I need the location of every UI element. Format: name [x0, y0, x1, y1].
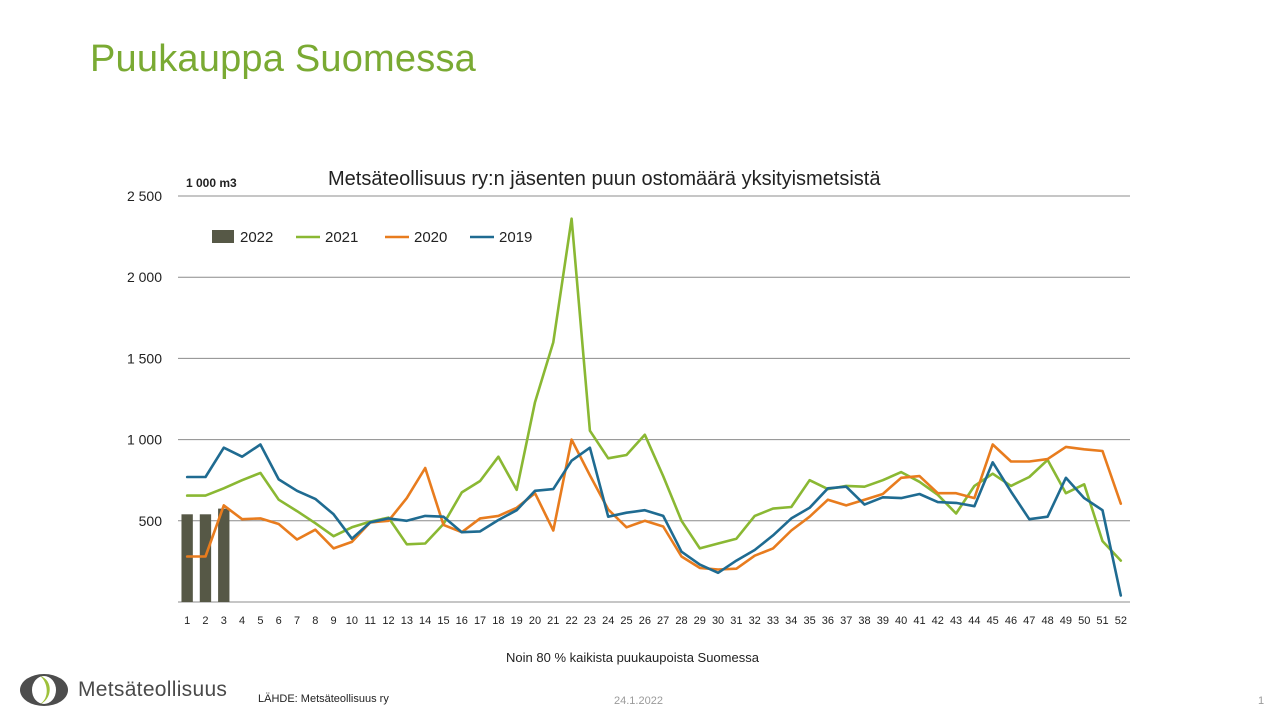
x-tick-label: 36 — [822, 615, 834, 627]
legend-label: 2019 — [499, 229, 532, 246]
legend-label: 2020 — [414, 229, 447, 246]
bar-2022 — [199, 514, 212, 602]
x-tick-label: 34 — [785, 615, 797, 627]
x-tick-label: 31 — [730, 615, 742, 627]
series-line-2020 — [185, 438, 1123, 571]
x-tick-label: 51 — [1096, 615, 1108, 627]
x-tick-label: 43 — [950, 615, 962, 627]
x-tick-label: 18 — [492, 615, 504, 627]
x-tick-label: 48 — [1041, 615, 1053, 627]
x-tick-label: 19 — [511, 615, 523, 627]
chart-title: Metsäteollisuus ry:n jäsenten puun ostom… — [328, 168, 881, 190]
x-tick-label: 20 — [529, 615, 541, 627]
x-tick-label: 39 — [877, 615, 889, 627]
x-tick-label: 46 — [1005, 615, 1017, 627]
legend-label: 2021 — [325, 229, 358, 246]
x-tick-label: 11 — [365, 615, 376, 627]
logo-text: Metsäteollisuus — [78, 678, 228, 701]
x-tick-label: 52 — [1115, 615, 1127, 627]
x-tick-label: 29 — [694, 615, 706, 627]
x-tick-label: 1 — [184, 615, 190, 627]
y-tick-label: 500 — [139, 513, 163, 529]
x-tick-label: 3 — [221, 615, 227, 627]
x-tick-label: 13 — [401, 615, 413, 627]
x-tick-label: 8 — [312, 615, 318, 627]
x-tick-label: 16 — [456, 615, 468, 627]
x-tick-label: 47 — [1023, 615, 1035, 627]
x-tick-label: 6 — [276, 615, 282, 627]
x-tick-label: 50 — [1078, 615, 1090, 627]
x-tick-label: 14 — [419, 615, 431, 627]
x-tick-label: 40 — [895, 615, 907, 627]
y-tick-label: 2 000 — [127, 269, 162, 285]
x-tick-label: 7 — [294, 615, 300, 627]
bar-2022 — [218, 508, 230, 602]
x-tick-label: 44 — [968, 615, 980, 627]
x-tick-label: 4 — [239, 615, 245, 627]
x-tick-label: 35 — [803, 615, 815, 627]
unit-label: 1 000 m3 — [186, 176, 237, 190]
x-tick-label: 33 — [767, 615, 779, 627]
company-logo: Metsäteollisuus — [18, 672, 227, 708]
x-tick-label: 5 — [257, 615, 263, 627]
x-tick-label: 26 — [639, 615, 651, 627]
x-tick-label: 21 — [547, 615, 559, 627]
y-tick-label: 1 000 — [127, 432, 162, 448]
x-tick-label: 32 — [749, 615, 761, 627]
x-tick-label: 37 — [840, 615, 852, 627]
x-tick-label: 22 — [565, 615, 577, 627]
x-tick-label: 23 — [584, 615, 596, 627]
logo-mark-icon — [20, 674, 68, 706]
x-tick-label: 24 — [602, 615, 614, 627]
x-tick-label: 28 — [675, 615, 687, 627]
x-tick-label: 2 — [202, 615, 208, 627]
x-tick-label: 41 — [913, 615, 925, 627]
x-tick-label: 15 — [437, 615, 449, 627]
page-number: 1 — [1258, 695, 1265, 707]
source-note: LÄHDE: Metsäteollisuus ry — [258, 693, 389, 705]
chart-subtitle: Noin 80 % kaikista puukaupoista Suomessa — [506, 650, 759, 665]
legend-label: 2022 — [240, 229, 273, 246]
x-tick-label: 42 — [932, 615, 944, 627]
date: 24.1.2022 — [614, 695, 663, 707]
series-line-2019 — [185, 443, 1123, 597]
x-tick-label: 10 — [346, 615, 358, 627]
x-tick-label: 45 — [987, 615, 999, 627]
series-line-2021 — [185, 217, 1123, 562]
bar-2022 — [181, 514, 193, 602]
x-tick-label: 38 — [858, 615, 870, 627]
y-tick-label: 2 500 — [127, 188, 162, 204]
x-tick-label: 17 — [474, 615, 486, 627]
x-tick-label: 12 — [382, 615, 394, 627]
legend-swatch-2022 — [212, 230, 234, 243]
x-tick-label: 27 — [657, 615, 669, 627]
x-tick-label: 25 — [620, 615, 632, 627]
x-tick-label: 30 — [712, 615, 724, 627]
page-title: Puukauppa Suomessa — [90, 38, 476, 80]
x-tick-label: 49 — [1060, 615, 1072, 627]
x-tick-label: 9 — [331, 615, 337, 627]
y-tick-label: 1 500 — [127, 350, 162, 366]
